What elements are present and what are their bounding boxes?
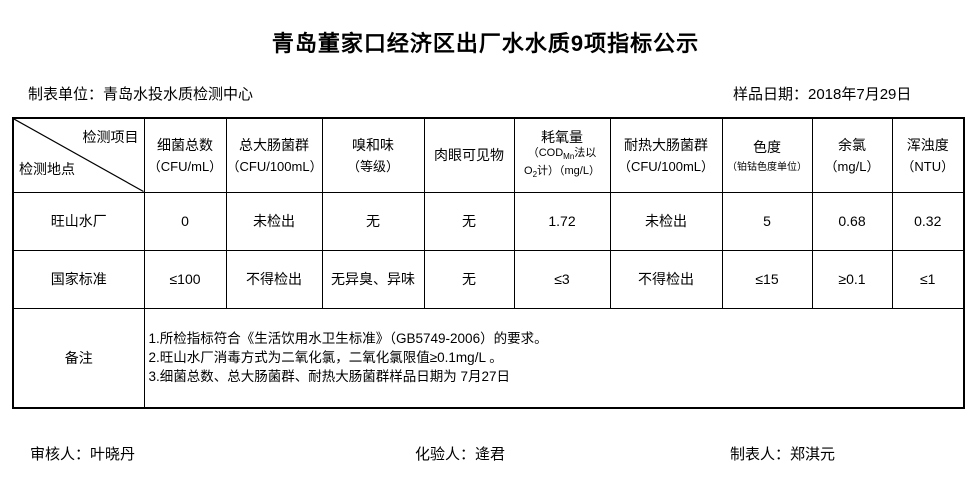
preparer-label: 制表人：郑淇元	[730, 446, 836, 463]
table-row-plant: 旺山水厂 0 未检出 无 无 1.72 未检出 5 0.68 0.32	[12, 191, 965, 251]
header-total-coliform: 总大肠菌群 （CFU/100mL）	[225, 117, 323, 193]
remark-line-2: 2.旺山水厂消毒方式为二氧化氯，二氧化氯限值≥0.1mg/L 。	[148, 350, 503, 366]
meta-row: 制表单位：青岛水投水质检测中心 样品日期：2018年7月29日	[0, 83, 971, 103]
cell-value: 未检出	[609, 191, 723, 251]
header-odor: 嗅和味 （等级）	[321, 117, 425, 193]
signature-row: 审核人：叶晓丹 化验人：逄君 制表人：郑淇元	[0, 443, 971, 463]
cell-value: ≤100	[143, 249, 227, 309]
header-visible-matter: 肉眼可见物	[423, 117, 515, 193]
diagonal-line	[14, 119, 144, 192]
corner-label-items: 检测项目	[82, 129, 139, 145]
corner-label-location: 检测地点	[19, 160, 75, 177]
cell-value: ≤15	[721, 249, 813, 309]
cell-value: 不得检出	[609, 249, 723, 309]
water-quality-table: 检测项目 检测地点 细菌总数 （CFU/mL） 总大肠菌群 （CFU/100mL…	[12, 117, 965, 409]
cell-value: ≥0.1	[811, 249, 893, 309]
sample-date-label: 样品日期：2018年7月29日	[733, 86, 912, 103]
cell-value: 0.32	[891, 191, 965, 251]
cell-value: 0	[143, 191, 227, 251]
corner-header-cell: 检测项目 检测地点	[12, 117, 145, 193]
cell-value: 1.72	[513, 191, 611, 251]
table-row-remarks: 备注 1.所检指标符合《生活饮用水卫生标准》（GB5749-2006）的要求。 …	[12, 307, 965, 409]
cell-value: 5	[721, 191, 813, 251]
cell-value: 无异臭、异味	[321, 249, 425, 309]
header-thermotolerant-coliform: 耐热大肠菌群 （CFU/100mL）	[609, 117, 723, 193]
remarks-label: 备注	[12, 307, 145, 409]
cell-value: 不得检出	[225, 249, 323, 309]
header-cod: 耗氧量 （CODMn法以 O2计）（mg/L）	[513, 117, 611, 193]
cell-value: ≤3	[513, 249, 611, 309]
row-label: 国家标准	[12, 249, 145, 309]
cell-value: 无	[321, 191, 425, 251]
cell-value: ≤1	[891, 249, 965, 309]
cell-value: 无	[423, 249, 515, 309]
remarks-content: 1.所检指标符合《生活饮用水卫生标准》（GB5749-2006）的要求。 2.旺…	[143, 307, 965, 409]
header-chroma: 色度 （铂钴色度单位）	[721, 117, 813, 193]
header-turbidity: 浑浊度 （NTU）	[891, 117, 965, 193]
row-label: 旺山水厂	[12, 191, 145, 251]
remark-line-3: 3.细菌总数、总大肠菌群、耐热大肠菌群样品日期为 7月27日	[148, 369, 511, 385]
reviewer-label: 审核人：叶晓丹	[30, 446, 136, 463]
page-title: 青岛董家口经济区出厂水水质9项指标公示	[271, 31, 700, 56]
cell-value: 未检出	[225, 191, 323, 251]
cell-value: 无	[423, 191, 515, 251]
header-row: 检测项目 检测地点 细菌总数 （CFU/mL） 总大肠菌群 （CFU/100mL…	[12, 117, 965, 193]
remark-line-1: 1.所检指标符合《生活饮用水卫生标准》（GB5749-2006）的要求。	[148, 331, 548, 347]
producer-label: 制表单位：青岛水投水质检测中心	[28, 86, 254, 103]
header-residual-chlorine: 余氯 （mg/L）	[811, 117, 893, 193]
tester-label: 化验人：逄君	[415, 446, 506, 463]
table-row-standard: 国家标准 ≤100 不得检出 无异臭、异味 无 ≤3 不得检出 ≤15 ≥0.1…	[12, 249, 965, 309]
header-bacteria: 细菌总数 （CFU/mL）	[143, 117, 227, 193]
cell-value: 0.68	[811, 191, 893, 251]
